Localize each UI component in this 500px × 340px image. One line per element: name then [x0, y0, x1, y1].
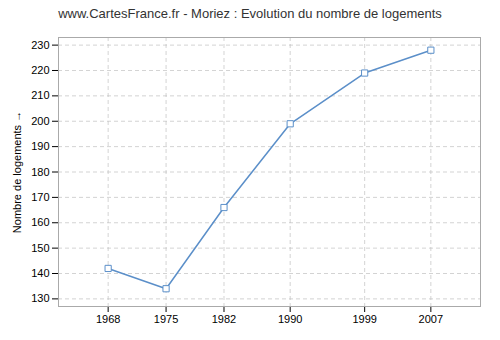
svg-text:160: 160: [31, 216, 49, 228]
svg-text:200: 200: [31, 115, 49, 127]
svg-text:2007: 2007: [419, 313, 443, 325]
svg-text:220: 220: [31, 64, 49, 76]
svg-text:140: 140: [31, 267, 49, 279]
svg-text:130: 130: [31, 292, 49, 304]
svg-text:190: 190: [31, 140, 49, 152]
svg-text:150: 150: [31, 242, 49, 254]
svg-text:170: 170: [31, 191, 49, 203]
svg-text:1999: 1999: [352, 313, 376, 325]
html-text:www.CartesFrance.fr - Moriez :: www.CartesFrance.fr - Moriez : Evolution…: [58, 6, 442, 21]
svg-text:210: 210: [31, 89, 49, 101]
svg-text:230: 230: [31, 39, 49, 51]
svg-text:180: 180: [31, 166, 49, 178]
svg-text:Nombre de logements →: Nombre de logements →: [11, 111, 23, 233]
svg-text:1982: 1982: [212, 313, 236, 325]
svg-text:1975: 1975: [154, 313, 178, 325]
svg-text:1968: 1968: [96, 313, 120, 325]
svg-text:1990: 1990: [278, 313, 302, 325]
